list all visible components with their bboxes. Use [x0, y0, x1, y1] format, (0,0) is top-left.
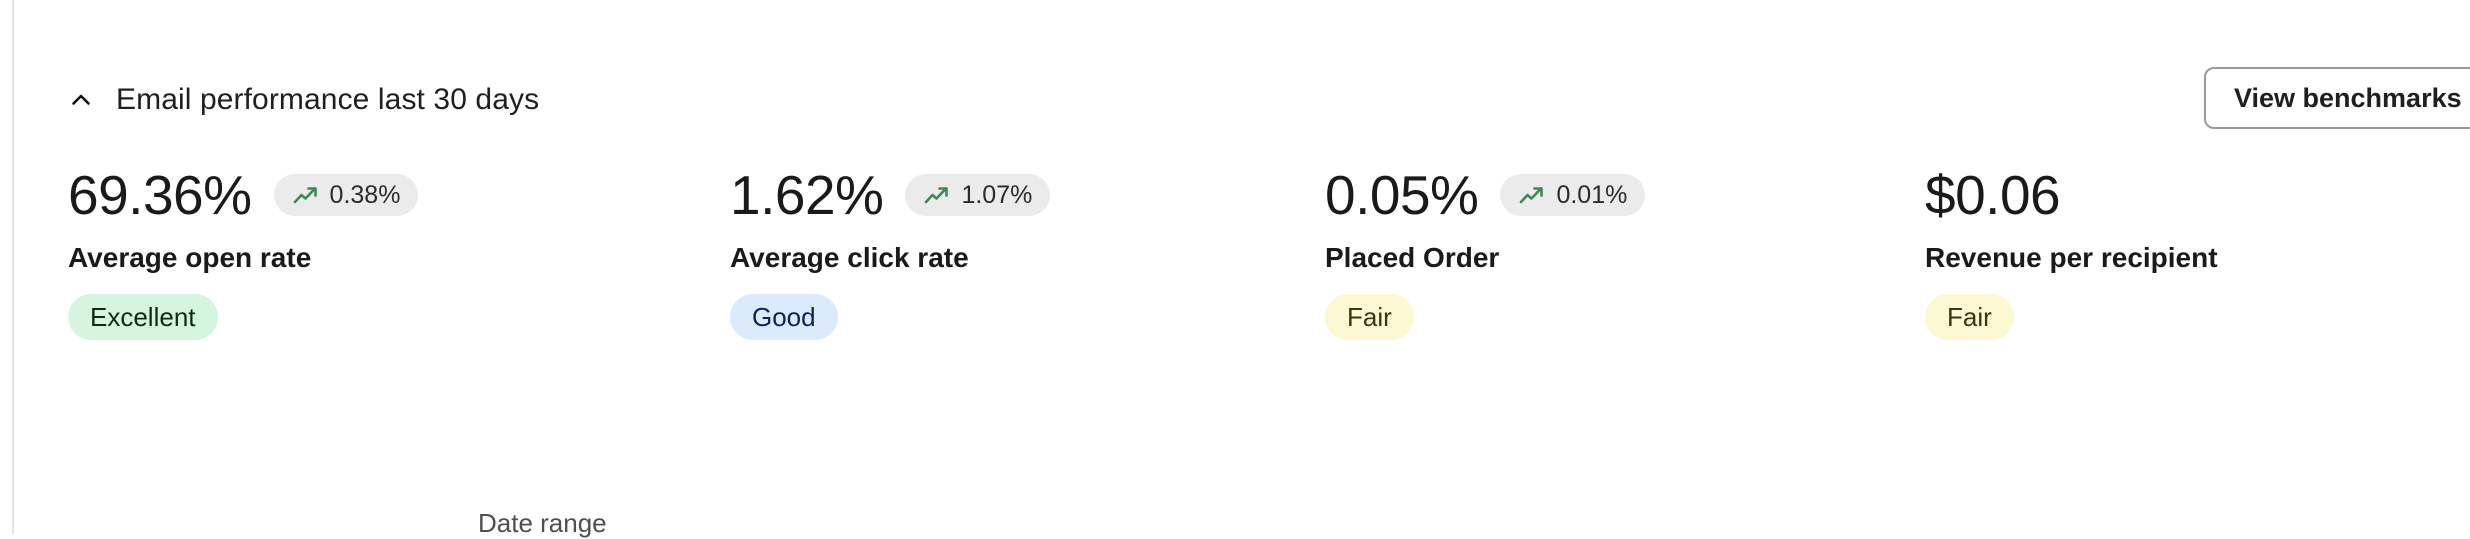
metric-delta-pill: 1.07%	[905, 174, 1051, 216]
metric-card-average-open-rate: 69.36% 0.38% Average open rate Excellent	[68, 164, 419, 340]
metric-card-average-click-rate: 1.62% 1.07% Average click rate Good	[730, 164, 1051, 340]
metric-delta-value: 1.07%	[961, 180, 1033, 209]
metric-value: 0.05%	[1325, 164, 1479, 226]
metric-delta-value: 0.38%	[329, 180, 401, 209]
status-badge: Good	[730, 294, 838, 340]
metric-value-row: 1.62% 1.07%	[730, 164, 1051, 226]
trending-up-icon	[1520, 187, 1544, 204]
metric-value-row: 0.05% 0.01%	[1325, 164, 1646, 226]
metric-label: Average open rate	[68, 242, 312, 273]
metric-delta-pill: 0.01%	[1500, 174, 1646, 216]
metric-label: Revenue per recipient	[1925, 242, 2218, 273]
metric-value-row: 69.36% 0.38%	[68, 164, 419, 226]
status-badge: Excellent	[68, 294, 218, 340]
panel-left-divider	[12, 0, 14, 534]
metric-value: 69.36%	[68, 164, 252, 226]
metric-card-placed-order: 0.05% 0.01% Placed Order Fair	[1325, 164, 1646, 340]
chevron-up-icon[interactable]	[68, 87, 94, 113]
metric-label: Average click rate	[730, 242, 969, 273]
trending-up-icon	[925, 187, 949, 204]
section-header: Email performance last 30 days	[68, 82, 539, 118]
page-title: Email performance last 30 days	[116, 83, 540, 116]
trending-up-icon	[293, 187, 317, 204]
metric-value-row: $0.06	[1925, 166, 2218, 224]
metric-delta-value: 0.01%	[1556, 180, 1628, 209]
metric-card-revenue-per-recipient: $0.06 Revenue per recipient Fair	[1925, 166, 2218, 340]
status-badge: Fair	[1325, 294, 1414, 340]
metric-delta-pill: 0.38%	[273, 174, 419, 216]
metric-value: $0.06	[1925, 164, 2061, 226]
metric-label: Placed Order	[1325, 242, 1500, 273]
metric-value: 1.62%	[730, 164, 884, 226]
date-range-label: Date range	[478, 508, 607, 538]
view-benchmarks-button[interactable]: View benchmarks	[2204, 67, 2470, 129]
status-badge: Fair	[1925, 294, 2014, 340]
